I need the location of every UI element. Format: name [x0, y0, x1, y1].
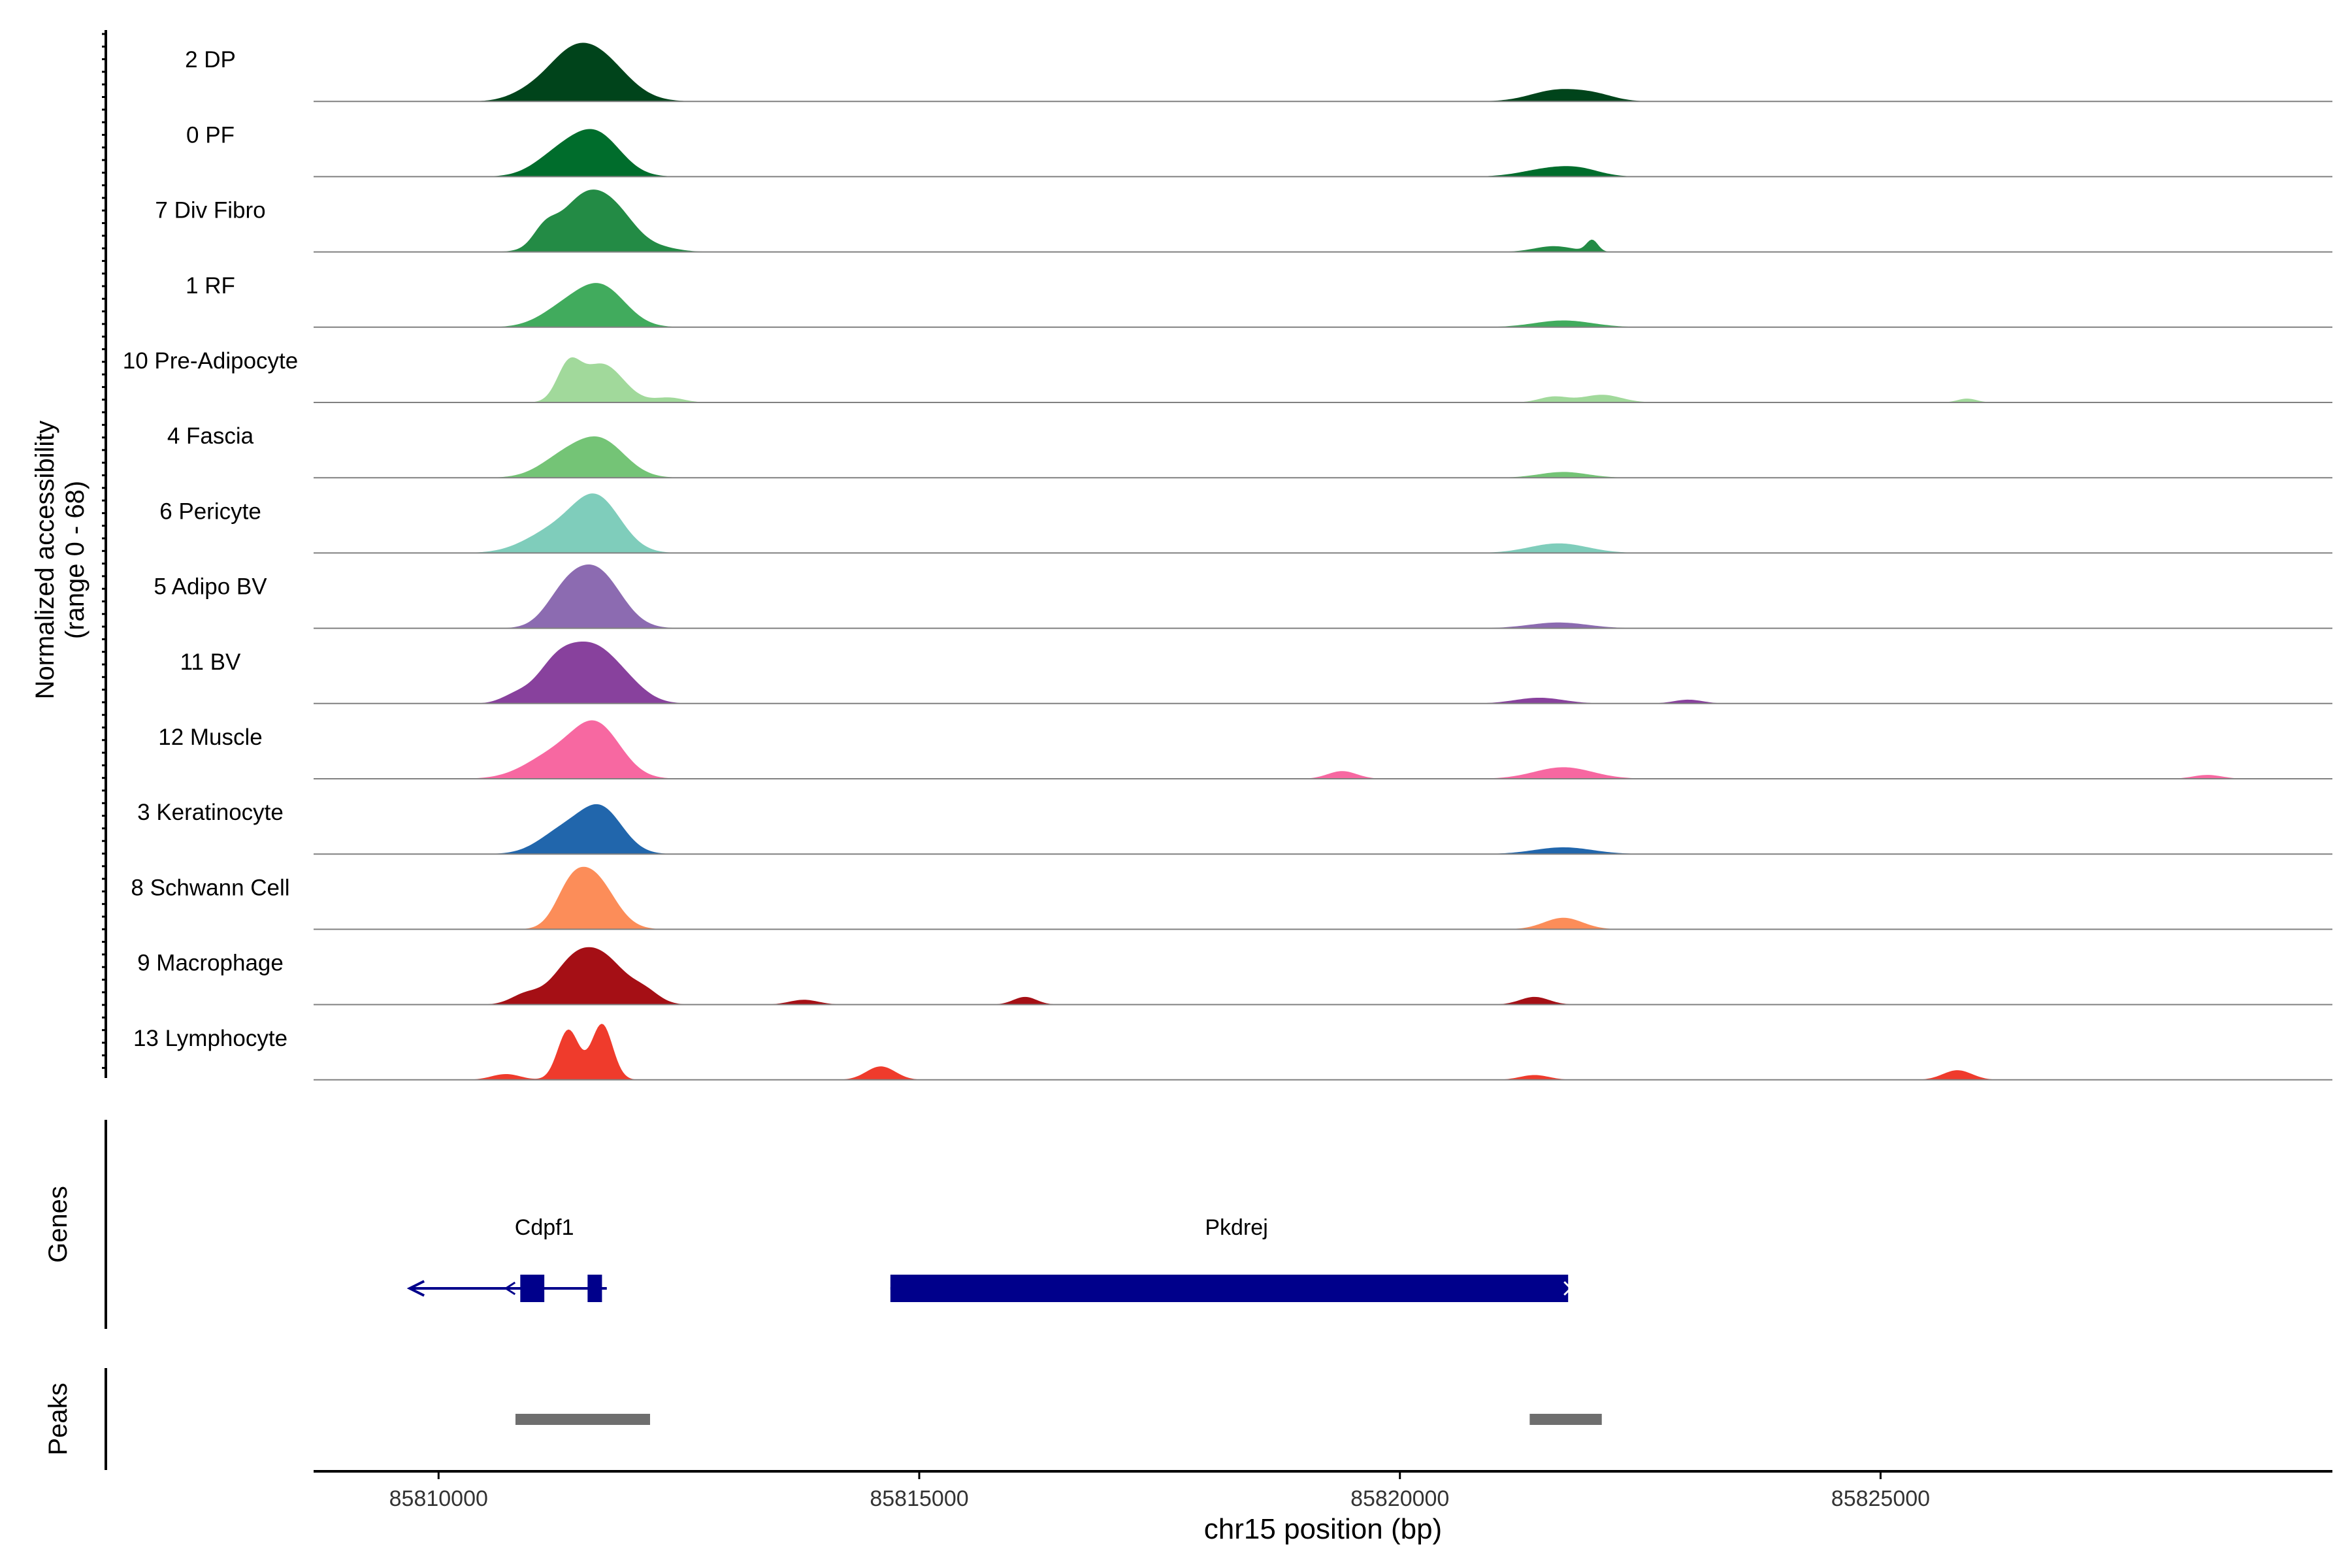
coverage-area-6 — [314, 436, 2332, 478]
x-tick-label: 85810000 — [389, 1486, 488, 1511]
peak-region-2 — [1529, 1414, 1602, 1425]
track-label: 11 BV — [180, 649, 241, 675]
strand-arrow — [1563, 1281, 1573, 1296]
peaks-axis-label: Peaks — [44, 1382, 73, 1455]
coverage-area-3 — [314, 189, 2332, 252]
track-4: 1 RF — [186, 273, 2332, 328]
track-2: 0 PF — [186, 122, 2332, 178]
coverage-area-2 — [314, 129, 2332, 177]
gene-label: Cdpf1 — [515, 1215, 574, 1240]
gene-Pkdrej: Pkdrej — [890, 1215, 1573, 1302]
track-8: 5 Adipo BV — [154, 564, 2332, 629]
x-tick-label: 85825000 — [1831, 1486, 1930, 1511]
coverage-area-9 — [314, 641, 2332, 704]
x-tick-label: 85815000 — [870, 1486, 968, 1511]
track-label: 6 Pericyte — [159, 498, 261, 524]
coverage-area-8 — [314, 564, 2332, 629]
track-label: 12 Muscle — [158, 725, 263, 750]
track-label: 1 RF — [186, 273, 235, 299]
track-12: 8 Schwann Cell — [131, 866, 2332, 930]
strand-arrow — [406, 1280, 425, 1297]
strand-chevron — [504, 1281, 516, 1296]
track-label: 10 Pre-Adipocyte — [123, 348, 298, 374]
coverage-tracks: 2 DP 0 PF 7 Div Fibro 1 RF 10 Pre-Adipocyte 4… — [123, 42, 2332, 1081]
track-label: 13 Lymphocyte — [133, 1026, 287, 1051]
x-tick-label: 85820000 — [1350, 1486, 1449, 1511]
coverage-area-5 — [314, 357, 2332, 402]
track-label: 5 Adipo BV — [154, 574, 267, 600]
gene-label: Pkdrej — [1205, 1215, 1267, 1240]
y-axis-label: Normalized accessibility — [31, 421, 59, 700]
track-3: 7 Div Fibro — [155, 189, 2332, 253]
track-label: 8 Schwann Cell — [131, 875, 289, 900]
track-label: 7 Div Fibro — [155, 198, 265, 223]
track-label: 9 Macrophage — [137, 951, 284, 976]
track-9: 11 BV — [180, 641, 2332, 704]
track-13: 9 Macrophage — [137, 947, 2332, 1005]
gene-annotations: Cdpf1 Pkdrej — [406, 1215, 1573, 1302]
track-label: 2 DP — [185, 47, 236, 73]
coverage-area-12 — [314, 866, 2332, 930]
coverage-area-10 — [314, 720, 2332, 779]
coverage-area-4 — [314, 283, 2332, 327]
genes-axis-label: Genes — [44, 1186, 73, 1263]
gene-exon — [520, 1275, 545, 1302]
y-axis-ticks — [102, 33, 106, 1070]
track-14: 13 Lymphocyte — [133, 1024, 2332, 1081]
coverage-area-13 — [314, 947, 2332, 1005]
coverage-area-1 — [314, 42, 2332, 102]
gene-exon — [587, 1275, 602, 1302]
track-10: 12 Muscle — [158, 720, 2332, 779]
track-label: 4 Fascia — [167, 423, 254, 449]
coverage-area-11 — [314, 804, 2332, 855]
x-axis-label: chr15 position (bp) — [1204, 1513, 1442, 1545]
track-label: 0 PF — [186, 122, 235, 148]
gene-exon — [890, 1275, 1569, 1302]
peak-region-1 — [515, 1414, 650, 1425]
track-5: 10 Pre-Adipocyte — [123, 348, 2332, 403]
gene-Cdpf1: Cdpf1 — [406, 1215, 607, 1302]
peak-regions — [515, 1414, 1602, 1425]
coverage-area-14 — [314, 1024, 2332, 1080]
y-axis-range: (range 0 - 68) — [61, 481, 90, 639]
track-6: 4 Fascia — [167, 423, 2332, 479]
x-axis-ticks: 85810000 85815000 85820000 85825000 — [389, 1471, 1930, 1511]
track-label: 3 Keratinocyte — [137, 800, 284, 825]
track-1: 2 DP — [185, 42, 2332, 103]
coverage-area-7 — [314, 493, 2332, 553]
track-11: 3 Keratinocyte — [137, 800, 2332, 855]
track-7: 6 Pericyte — [159, 493, 2332, 554]
